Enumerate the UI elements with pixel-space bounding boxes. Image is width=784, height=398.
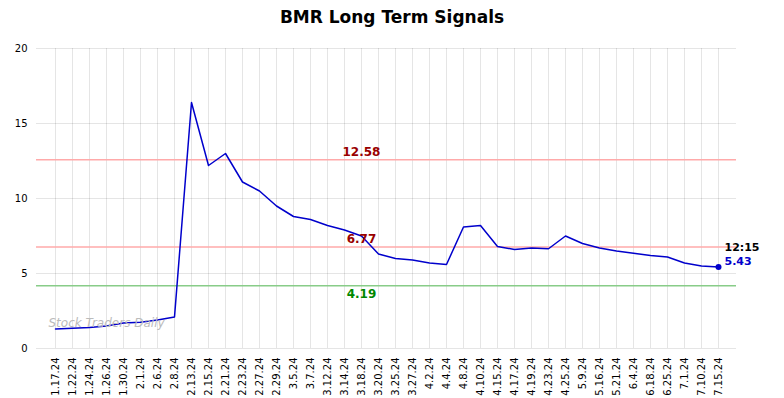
svg-text:7.1.24: 7.1.24: [679, 358, 690, 390]
svg-text:2.23.24: 2.23.24: [237, 358, 248, 396]
svg-text:2.1.24: 2.1.24: [135, 358, 146, 390]
svg-text:4.19: 4.19: [347, 287, 377, 301]
svg-text:4.25.24: 4.25.24: [560, 358, 571, 396]
svg-text:2.6.24: 2.6.24: [152, 358, 163, 390]
svg-text:Stock Traders Daily: Stock Traders Daily: [49, 316, 166, 330]
svg-text:4.10.24: 4.10.24: [475, 358, 486, 396]
svg-text:4.17.24: 4.17.24: [509, 358, 520, 396]
svg-text:5.9.24: 5.9.24: [577, 358, 588, 390]
svg-text:1.30.24: 1.30.24: [118, 358, 129, 396]
svg-text:2.21.24: 2.21.24: [220, 358, 231, 396]
svg-text:5.43: 5.43: [725, 255, 752, 268]
svg-text:2.8.24: 2.8.24: [169, 358, 180, 390]
svg-text:5.21.24: 5.21.24: [611, 358, 622, 396]
svg-text:1.26.24: 1.26.24: [101, 358, 112, 396]
svg-text:5.16.24: 5.16.24: [594, 358, 605, 396]
svg-text:4.2.24: 4.2.24: [424, 358, 435, 390]
svg-text:10: 10: [15, 193, 28, 204]
svg-text:1.24.24: 1.24.24: [84, 358, 95, 396]
svg-text:1.17.24: 1.17.24: [50, 358, 61, 396]
svg-text:1.22.24: 1.22.24: [67, 358, 78, 396]
svg-text:4.23.24: 4.23.24: [543, 358, 554, 396]
svg-text:3.7.24: 3.7.24: [305, 358, 316, 390]
svg-text:5: 5: [21, 268, 27, 279]
svg-text:2.29.24: 2.29.24: [271, 358, 282, 396]
svg-text:3.20.24: 3.20.24: [373, 358, 384, 396]
svg-text:3.27.24: 3.27.24: [407, 358, 418, 396]
svg-text:4.8.24: 4.8.24: [458, 358, 469, 390]
svg-text:0: 0: [21, 343, 27, 354]
svg-text:6.18.24: 6.18.24: [645, 358, 656, 396]
svg-text:6.4.24: 6.4.24: [628, 358, 639, 390]
svg-text:2.15.24: 2.15.24: [203, 358, 214, 396]
svg-text:3.12.24: 3.12.24: [322, 358, 333, 396]
svg-text:6.77: 6.77: [347, 232, 377, 246]
svg-text:4.4.24: 4.4.24: [441, 358, 452, 390]
svg-text:3.14.24: 3.14.24: [339, 358, 350, 396]
svg-text:4.15.24: 4.15.24: [492, 358, 503, 396]
svg-text:2.27.24: 2.27.24: [254, 358, 265, 396]
svg-text:7.15.24: 7.15.24: [713, 358, 724, 396]
svg-text:7.10.24: 7.10.24: [696, 358, 707, 396]
svg-text:12.58: 12.58: [343, 145, 381, 159]
svg-text:3.18.24: 3.18.24: [356, 358, 367, 396]
svg-text:4.19.24: 4.19.24: [526, 358, 537, 396]
svg-text:3.5.24: 3.5.24: [288, 358, 299, 390]
svg-text:12:15: 12:15: [725, 241, 760, 254]
svg-text:20: 20: [15, 43, 28, 54]
svg-text:6.25.24: 6.25.24: [662, 358, 673, 396]
svg-text:2.13.24: 2.13.24: [186, 358, 197, 396]
svg-text:3.25.24: 3.25.24: [390, 358, 401, 396]
svg-text:15: 15: [15, 118, 28, 129]
html-text:BMR Long Term Signals: BMR Long Term Signals: [279, 7, 505, 27]
